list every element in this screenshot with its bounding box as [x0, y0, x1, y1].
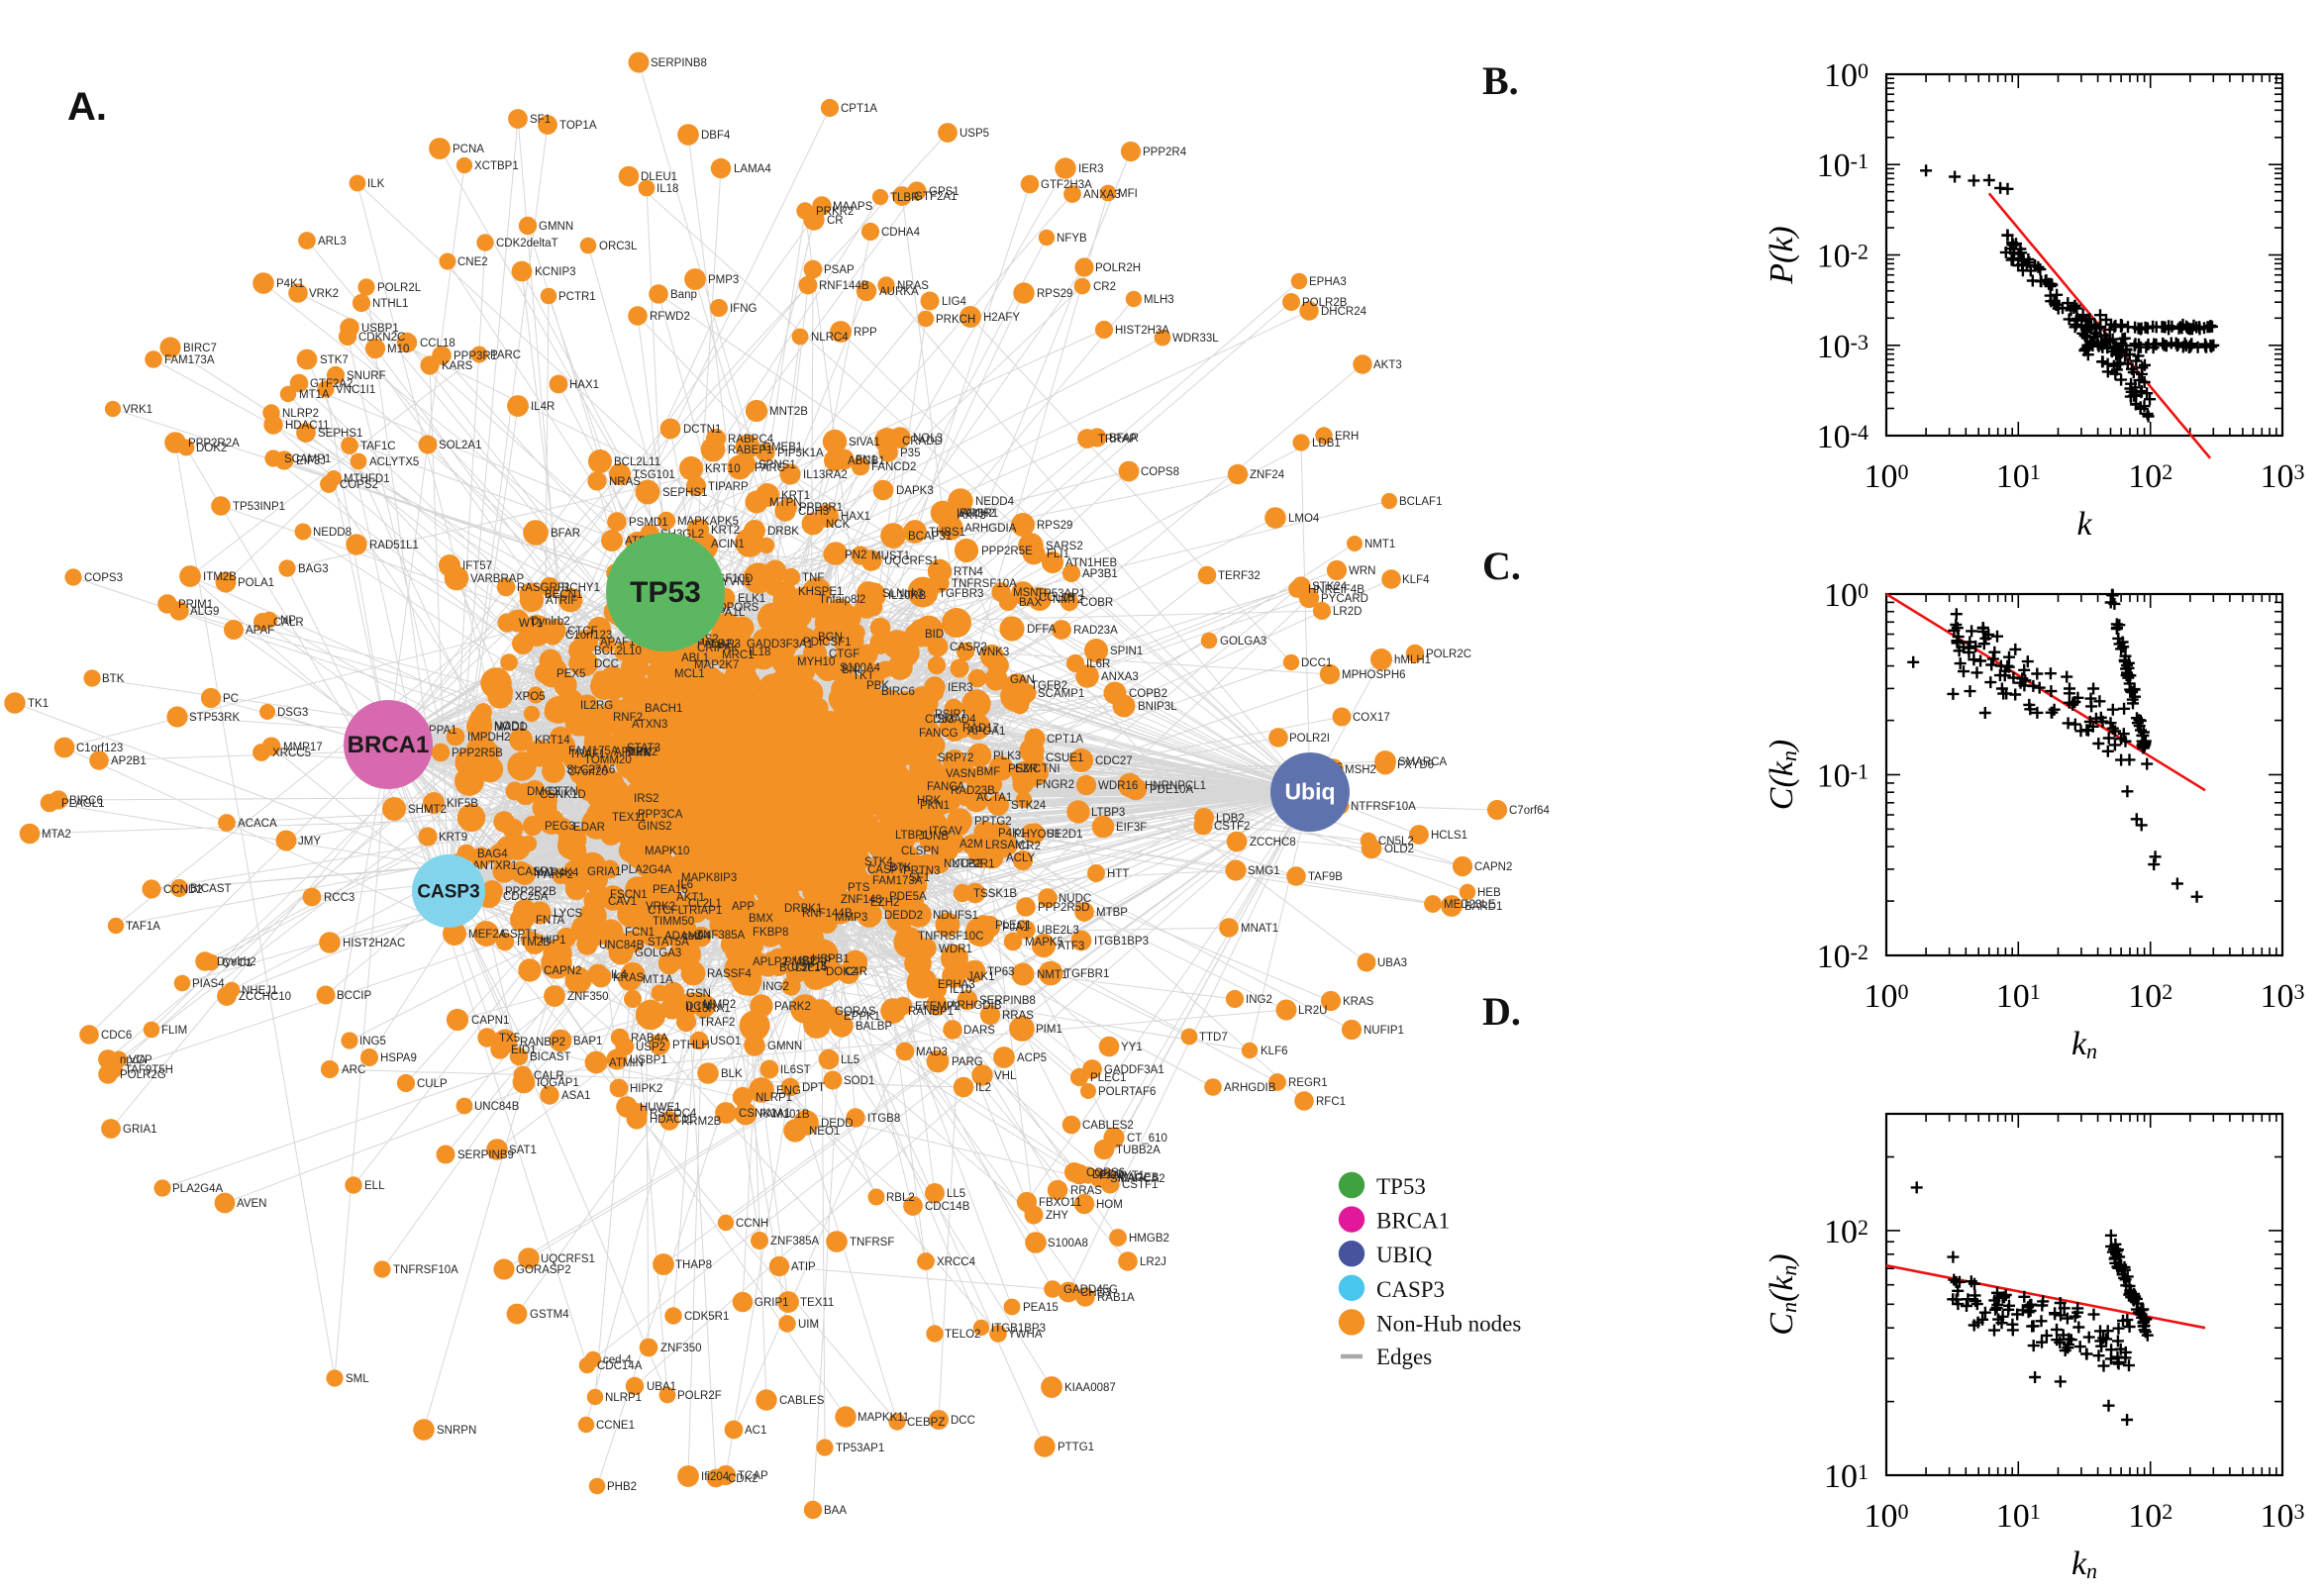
svg-text:TP53: TP53 — [1376, 1174, 1426, 1199]
svg-text:UBIQ: UBIQ — [1376, 1243, 1433, 1267]
svg-text:Non-Hub nodes: Non-Hub nodes — [1376, 1311, 1521, 1336]
svg-text:Edges: Edges — [1376, 1345, 1432, 1369]
svg-text:CASP3: CASP3 — [1376, 1277, 1445, 1302]
svg-text:BRCA1: BRCA1 — [1376, 1209, 1450, 1234]
